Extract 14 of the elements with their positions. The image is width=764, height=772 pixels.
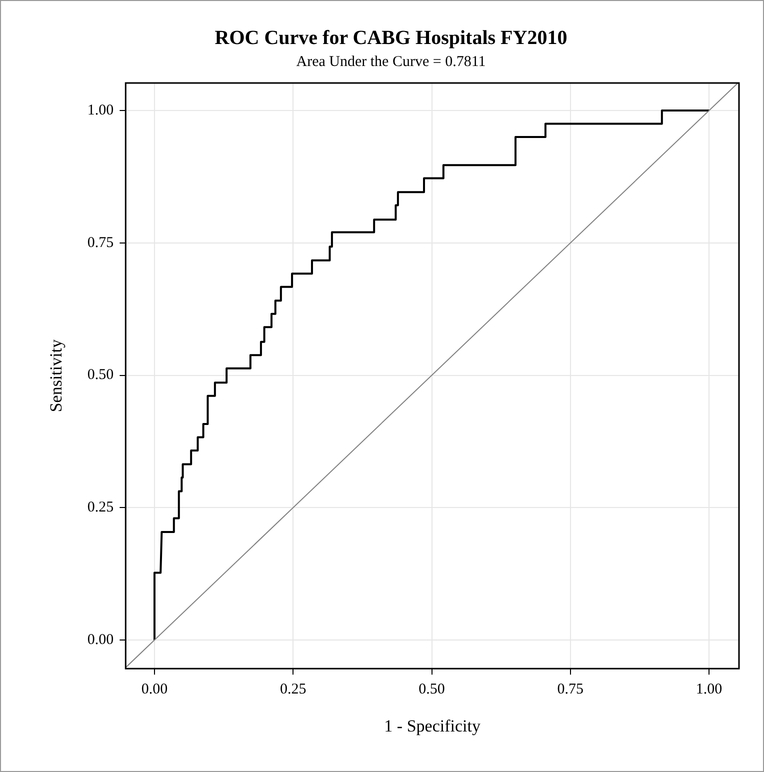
y-tick-label: 0.50 <box>87 367 114 384</box>
x-tick-label: 1.00 <box>696 682 722 698</box>
y-tick-label: 0.75 <box>87 234 114 251</box>
y-tick-label: 0.25 <box>87 500 114 516</box>
chart-subtitle: Area Under the Curve = 0.7811 <box>296 54 486 70</box>
x-tick-label: 0.50 <box>418 682 445 698</box>
chart-title: ROC Curve for CABG Hospitals FY2010 <box>214 27 568 50</box>
x-tick-label: 0.75 <box>557 682 584 698</box>
x-axis-title: 1 - Specificity <box>384 716 481 736</box>
y-tick-label: 0.00 <box>87 632 114 648</box>
y-axis-title: Sensitivity <box>46 338 66 412</box>
x-tick-label: 0.00 <box>141 682 168 698</box>
y-tick-label: 1.00 <box>87 102 114 118</box>
x-tick-label: 0.25 <box>280 682 306 698</box>
